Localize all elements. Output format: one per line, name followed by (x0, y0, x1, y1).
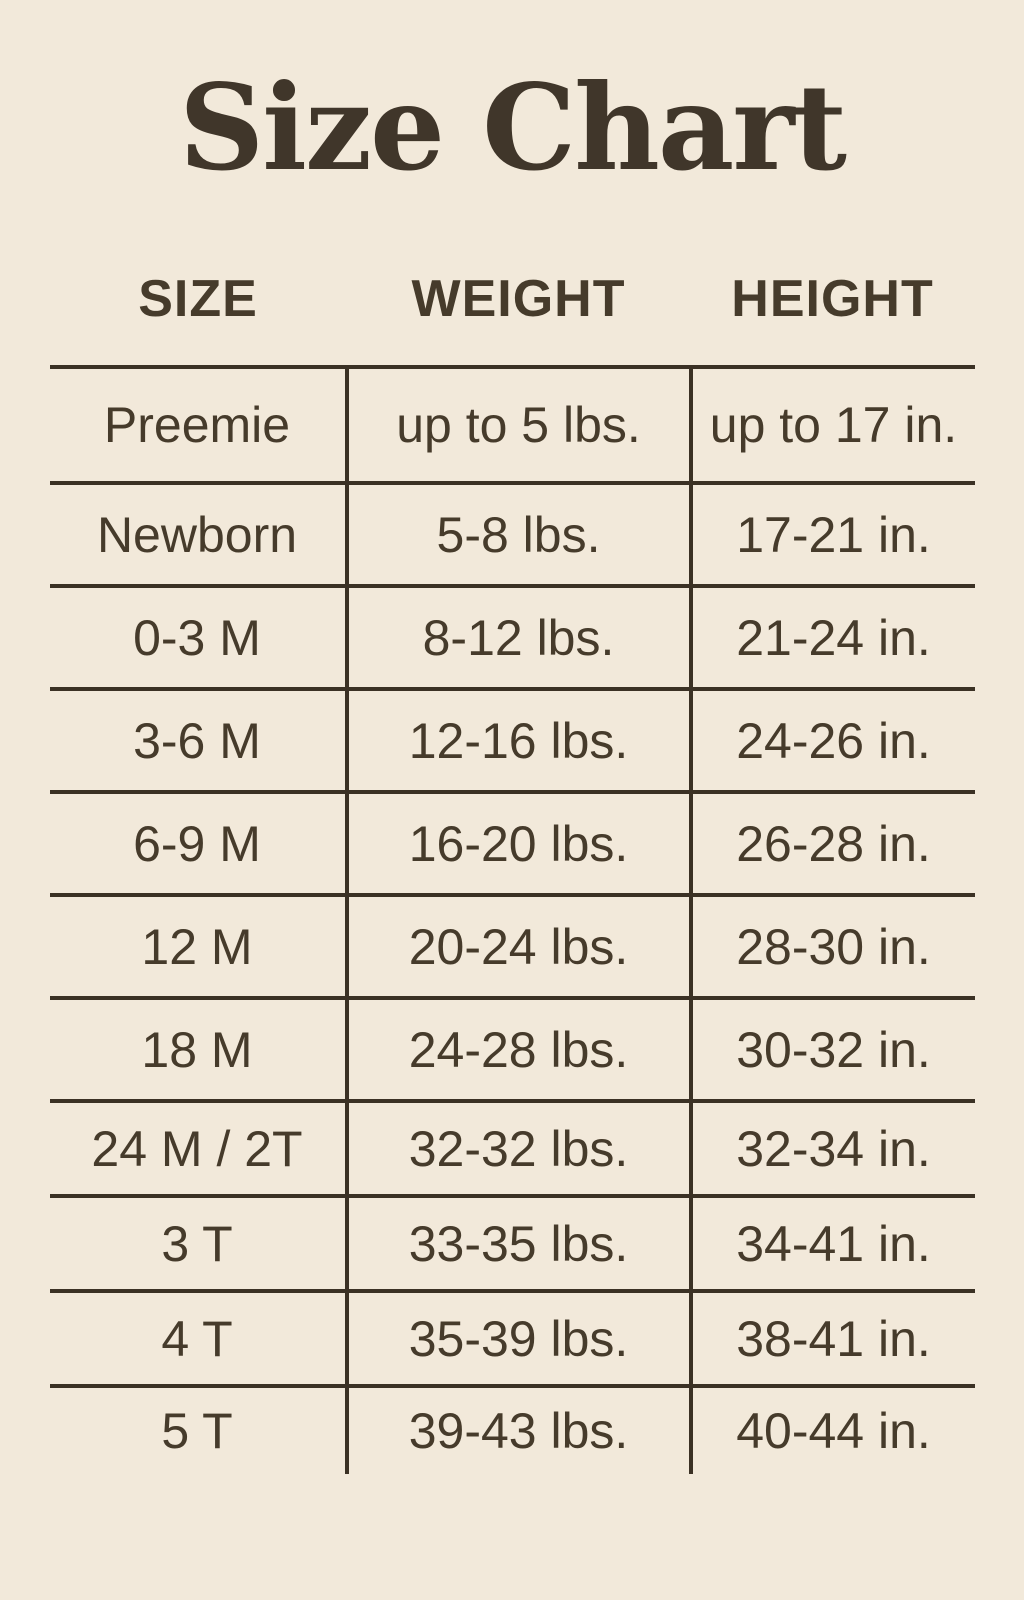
cell-weight: 35-39 lbs. (344, 1291, 693, 1389)
cell-height: 21-24 in. (690, 586, 975, 692)
cell-weight: 24-28 lbs. (344, 998, 693, 1104)
table-row: Newborn 5-8 lbs. 17-21 in. (49, 483, 975, 589)
table-row: 24 M / 2T 32-32 lbs. 32-34 in. (49, 1101, 975, 1199)
cell-size: 4 T (49, 1291, 347, 1389)
cell-weight: 33-35 lbs. (344, 1196, 693, 1294)
cell-height: 34-41 in. (690, 1196, 975, 1294)
cell-size: 3 T (49, 1196, 347, 1294)
size-chart-page: Size Chart SIZE WEIGHT HEIGHT Preemie up… (0, 64, 1024, 1600)
header-row: SIZE WEIGHT HEIGHT (49, 233, 975, 370)
cell-weight: 39-43 lbs. (344, 1386, 693, 1475)
cell-height: 38-41 in. (690, 1291, 975, 1389)
cell-size: 0-3 M (49, 586, 347, 692)
column-header-weight: WEIGHT (346, 233, 691, 370)
table-row: 4 T 35-39 lbs. 38-41 in. (49, 1291, 975, 1389)
cell-height: 28-30 in. (690, 895, 975, 1001)
table-row: 18 M 24-28 lbs. 30-32 in. (49, 998, 975, 1104)
cell-height: up to 17 in. (690, 367, 975, 486)
table-row: 6-9 M 16-20 lbs. 26-28 in. (49, 792, 975, 898)
cell-size: 6-9 M (49, 792, 347, 898)
cell-weight: 16-20 lbs. (344, 792, 693, 898)
cell-height: 17-21 in. (690, 483, 975, 589)
cell-weight: up to 5 lbs. (344, 367, 693, 486)
cell-weight: 12-16 lbs. (344, 689, 693, 795)
cell-weight: 20-24 lbs. (344, 895, 693, 1001)
cell-height: 26-28 in. (690, 792, 975, 898)
cell-size: Preemie (49, 367, 347, 486)
table-row: 12 M 20-24 lbs. 28-30 in. (49, 895, 975, 1001)
cell-size: 24 M / 2T (49, 1101, 347, 1199)
cell-height: 32-34 in. (690, 1101, 975, 1199)
cell-weight: 8-12 lbs. (344, 586, 693, 692)
cell-size: 5 T (161, 1403, 233, 1460)
cell-size: 12 M (49, 895, 347, 1001)
cell-weight: 5-8 lbs. (344, 483, 693, 589)
size-chart-table: SIZE WEIGHT HEIGHT Preemie up to 5 lbs. … (49, 233, 975, 1475)
cell-height: 40-44 in. (736, 1403, 931, 1460)
column-header-height: HEIGHT (690, 233, 975, 370)
page-title: Size Chart (178, 58, 847, 197)
table-row: 3-6 M 12-16 lbs. 24-26 in. (49, 689, 975, 795)
cell-size: Newborn (49, 483, 347, 589)
table-row: Preemie up to 5 lbs. up to 17 in. (49, 367, 975, 486)
cell-height: 30-32 in. (690, 998, 975, 1104)
cell-weight: 32-32 lbs. (344, 1101, 693, 1199)
column-header-size: SIZE (49, 233, 347, 370)
table-row: 0-3 M 8-12 lbs. 21-24 in. (49, 586, 975, 692)
cell-size: 3-6 M (49, 689, 347, 795)
cell-size: 18 M (49, 998, 347, 1104)
table-row: 5 T 39-43 lbs. 40-44 in. (50, 1386, 975, 1475)
cell-height: 24-26 in. (690, 689, 975, 795)
table-row: 3 T 33-35 lbs. 34-41 in. (49, 1196, 975, 1294)
